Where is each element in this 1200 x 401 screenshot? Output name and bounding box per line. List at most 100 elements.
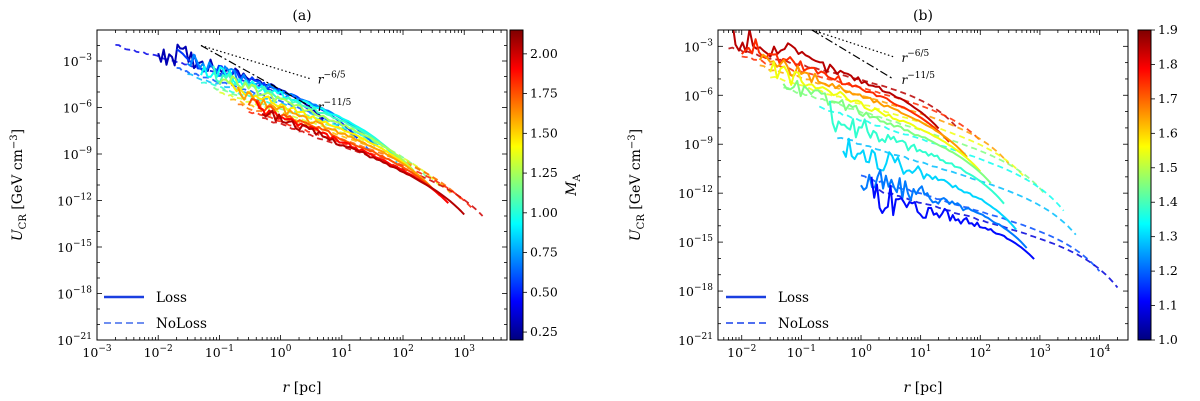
- loss-series-7: [236, 86, 433, 189]
- colorbar-tick-label: 1.6: [1158, 125, 1178, 140]
- x-tick-label: 101: [331, 344, 353, 360]
- colorbar-tick-label: 1.75: [530, 86, 558, 101]
- noloss-series-2: [187, 73, 398, 164]
- panel-b-x-label: r [pc]: [904, 380, 943, 396]
- panel-a-legend: Loss NoLoss: [104, 290, 207, 332]
- panel-a-lines: [115, 43, 484, 217]
- legend-noloss-label: NoLoss: [778, 316, 829, 332]
- x-tick-label: 10−1: [205, 344, 234, 360]
- x-tick-label: 103: [453, 344, 475, 360]
- y-tick-label: 10−12: [57, 193, 92, 209]
- x-tick-label: 103: [1029, 344, 1051, 360]
- panel-b-y-axis: 10−21 10−18 10−15 10−12 10−9 10−6 10−3: [678, 29, 1128, 348]
- x-tick-label: 102: [969, 344, 991, 360]
- colorbar-a-gradient: [509, 29, 524, 341]
- loss-series-10: [261, 109, 465, 216]
- colorbar-a-label: MA: [564, 173, 583, 196]
- x-tick-label: 10−1: [787, 344, 816, 360]
- y-tick-label: 10−15: [678, 234, 713, 250]
- reference-slope-label: r−6/5: [901, 49, 929, 65]
- reference-slope-line: [200, 44, 311, 107]
- panel-b-y-label: UCR [GeV cm−3]: [627, 129, 647, 241]
- colorbar-tick-label: 1.50: [530, 125, 558, 140]
- loss-series-1: [740, 38, 950, 143]
- colorbar-tick-label: 0.75: [530, 245, 558, 260]
- y-tick-label: 10−9: [63, 146, 92, 162]
- panel-a-colorbar: 0.25 0.50 0.75 1.00 1.25 1.50 1.75 2.00 MA: [509, 29, 583, 341]
- y-tick-label: 10−18: [678, 283, 713, 299]
- y-tick-label: 10−3: [63, 53, 92, 69]
- colorbar-b-gradient: [1137, 29, 1152, 341]
- panel-a-title: (a): [292, 8, 311, 24]
- loss-series-0: [732, 30, 940, 130]
- x-tick-label: 10−2: [727, 344, 756, 360]
- panel-b-colorbar: 1.0 1.1 1.2 1.3 1.4 1.5 1.6 1.7 1.8 1.9: [1137, 22, 1178, 347]
- x-tick-label: 104: [1089, 344, 1111, 360]
- colorbar-tick-label: 1.2: [1158, 263, 1178, 278]
- loss-series-4: [782, 79, 992, 184]
- loss-series-3: [200, 65, 395, 156]
- colorbar-tick-label: 1.8: [1158, 56, 1178, 71]
- y-tick-label: 10−18: [57, 286, 92, 302]
- colorbar-tick-label: 1.25: [530, 165, 558, 180]
- panel-a-annotations: r−6/5 r−11/5: [200, 44, 352, 114]
- loss-series-8: [870, 176, 1035, 260]
- colorbar-tick-label: 1.9: [1158, 22, 1178, 37]
- panel-b: (b) r−6/5r−11/5 10−2 10−1 100 101 102 103 104 …: [627, 8, 1178, 396]
- loss-series-4: [212, 65, 404, 164]
- y-tick-label: 10−12: [678, 185, 713, 201]
- y-tick-label: 10−6: [63, 100, 92, 116]
- panel-b-title: (b): [913, 8, 933, 24]
- colorbar-tick-label: 0.50: [530, 284, 558, 299]
- x-tick-label: 101: [910, 344, 932, 360]
- y-tick-label: 10−21: [678, 332, 713, 348]
- reference-slope-line: [200, 44, 310, 80]
- colorbar-a-ticks: 0.25 0.50 0.75 1.00 1.25 1.50 1.75 2.00: [523, 46, 558, 339]
- panel-a-y-label: UCR [GeV cm−3]: [9, 129, 29, 241]
- x-tick-label: 10−2: [144, 344, 173, 360]
- y-tick-label: 10−21: [57, 332, 92, 348]
- y-tick-label: 10−6: [684, 87, 713, 103]
- loss-series-7: [860, 169, 1028, 249]
- noloss-series-3: [770, 76, 1028, 181]
- loss-series-6: [842, 137, 1017, 231]
- panel-a-y-axis: 10−21 10−18 10−15 10−12 10−9 10−6 10−3: [57, 29, 507, 348]
- colorbar-tick-label: 1.0: [1158, 332, 1178, 347]
- noloss-series-6: [230, 98, 452, 194]
- colorbar-tick-label: 2.00: [530, 46, 558, 61]
- panel-b-legend: Loss NoLoss: [726, 290, 829, 332]
- noloss-series-9: [262, 117, 484, 217]
- panel-b-x-axis: 10−2 10−1 100 101 102 103 104: [717, 30, 1129, 360]
- panel-a: (a) r−6/5 r−11/5 10−3 10−2 10−1 100 101 102 103…: [9, 8, 583, 396]
- legend-noloss-label: NoLoss: [156, 316, 207, 332]
- colorbar-tick-label: 1.5: [1158, 160, 1178, 175]
- legend-loss-label: Loss: [778, 290, 809, 306]
- reference-slope-label: r−11/5: [901, 71, 935, 87]
- x-tick-label: 100: [270, 344, 292, 360]
- panel-b-frame: [717, 29, 1129, 341]
- reference-slope-line: [811, 29, 894, 58]
- colorbar-tick-label: 1.4: [1158, 194, 1178, 209]
- colorbar-tick-label: 1.00: [530, 205, 558, 220]
- y-tick-label: 10−3: [684, 38, 713, 54]
- colorbar-tick-label: 0.25: [530, 324, 558, 339]
- colorbar-tick-label: 1.3: [1158, 229, 1178, 244]
- noloss-series-4: [783, 86, 1046, 195]
- reference-slope-label: r−6/5: [318, 71, 346, 87]
- noloss-series-5: [219, 91, 441, 187]
- x-tick-label: 102: [392, 344, 414, 360]
- panel-a-x-axis: 10−3 10−2 10−1 100 101 102 103: [82, 30, 508, 360]
- x-tick-label: 10−3: [82, 344, 111, 360]
- noloss-series-8: [878, 188, 1119, 289]
- panel-b-annotations: r−6/5 r−11/5: [811, 29, 935, 87]
- loss-series-5: [828, 100, 1005, 205]
- reference-slope-label: r−11/5: [318, 98, 352, 114]
- y-tick-label: 10−9: [684, 136, 713, 152]
- panel-b-lines: [728, 30, 1119, 289]
- loss-series-5: [218, 75, 415, 172]
- colorbar-tick-label: 1.1: [1158, 298, 1178, 313]
- colorbar-tick-label: 1.7: [1158, 91, 1178, 106]
- loss-series-6: [229, 81, 423, 180]
- noloss-series-6: [837, 136, 1077, 236]
